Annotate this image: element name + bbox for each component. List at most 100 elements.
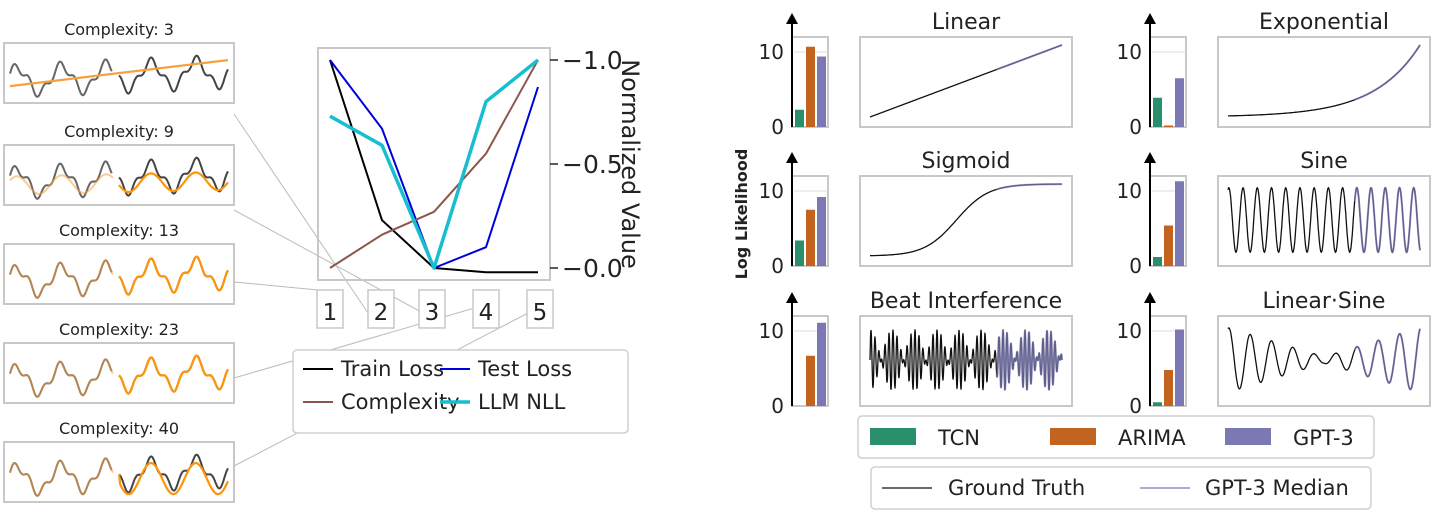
fit-line [117,461,229,496]
center-legend-frame [292,349,629,434]
legend-label: Ground Truth [948,476,1085,500]
line-panel-frame [1217,36,1431,128]
ground-truth-line [118,453,229,494]
category-box-frame [526,289,554,329]
ll-panel-sine: 0 10 Sine [1117,149,1431,278]
gpt3-median-line [995,329,1063,391]
y-axis-label: Log Likelihood [732,149,751,280]
bar-legend: TCN ARIMA GPT-3 [857,415,1375,459]
y-tick-label: −0.5 [562,150,623,179]
y-tick-label: 0 [771,394,784,418]
complexity-panel-title: Complexity: 13 [59,221,179,240]
bar-arima [1164,125,1173,127]
connector-line [233,281,319,291]
line-legend: Ground Truth GPT-3 Median [870,466,1372,510]
category-box-3: 3 [418,289,446,329]
panel-title: Sine [1300,149,1348,174]
bar-arima [1164,370,1173,406]
bar-gpt3 [817,56,826,127]
bar-arima [806,46,815,127]
y-tick-label: 10 [759,319,784,343]
gpt3-median-line [996,44,1063,71]
legend-swatch [1050,428,1096,445]
series-line-train-loss [329,59,538,274]
category-label: 2 [374,300,389,326]
panel-title: Exponential [1259,10,1389,35]
connector-line [233,113,369,314]
category-box-frame [367,289,395,329]
arrow-icon [1144,152,1156,163]
y-axis-label: Normalized Value [616,59,644,269]
complexity-panel-title: Complexity: 3 [64,20,174,39]
legend-label: GPT-3 [1293,426,1354,450]
y-tick-label: 0 [771,115,784,139]
ll-panel-linear-sine: 0 10 Linear·Sine [1117,289,1431,418]
gpt3-median-line [1353,186,1421,254]
ll-panel-exponential: 0 10 Exponential [1117,10,1431,139]
category-label: 4 [479,300,494,326]
line-legend-frame [870,466,1372,510]
bar-tcn [795,109,804,127]
panel-title: Linear [932,10,1001,35]
series-line-test-loss [329,59,539,269]
center-legend: Train Loss Test Loss Complexity LLM NLL [292,349,629,434]
bar-tcn [1153,97,1162,127]
legend-label: Test Loss [477,357,572,381]
arrow-icon [1144,13,1156,24]
complexity-panels: Complexity: 3 Complexity: 9 Complexity: 13… [3,20,235,503]
y-tick-label: 10 [1117,319,1142,343]
complexity-panel-3: Complexity: 13 [3,221,235,305]
category-box-frame [418,289,446,329]
legend-swatch [1225,428,1271,445]
log-likelihood-grid: Log Likelihood 0 10 Linear 0 10 Exponential 0 10… [732,10,1431,418]
bar-gpt3 [1175,329,1184,406]
legend-label: Train Loss [340,357,444,381]
legend-label: LLM NLL [478,390,566,414]
bar-legend-frame [857,415,1375,459]
bar-arima [1164,225,1173,266]
complexity-panel-frame [3,342,235,404]
y-tick-label: 0 [771,254,784,278]
center-chart-frame [317,47,551,281]
y-tick-label: 10 [759,179,784,203]
arrow-icon [786,292,798,303]
panel-title: Sigmoid [921,149,1010,174]
ground-truth-line [869,188,997,257]
ground-truth-line [118,156,229,197]
complexity-panel-frame [3,144,235,206]
legend-label: TCN [937,426,980,450]
ground-truth-line [118,255,229,296]
ground-truth-line [9,58,113,98]
bar-gpt3 [817,197,826,266]
category-label: 3 [425,300,440,326]
ground-truth-line [1354,44,1421,101]
complexity-panel-1: Complexity: 3 [3,20,235,104]
legend-label: ARIMA [1118,426,1186,450]
ground-truth-line [9,160,113,200]
bar-tcn [1153,257,1162,266]
ll-panel-linear: 0 10 Linear [759,10,1073,139]
ground-truth-line [1227,186,1356,254]
line-panel-frame [1217,315,1431,407]
fit-line [9,59,229,88]
category-box-1: 1 [316,289,344,329]
y-tick-label: −0.0 [562,254,623,283]
ground-truth-line [869,329,998,391]
category-box-frame [472,289,500,329]
bar-gpt3 [1175,78,1184,127]
fit-line [9,358,114,398]
ll-panel-sigmoid: 0 10 Sigmoid [759,149,1073,278]
fit-line [118,255,229,296]
complexity-panel-2: Complexity: 9 [3,122,235,206]
fit-line [118,171,229,194]
category-box-4: 4 [472,289,500,329]
line-panel-frame [859,175,1073,267]
y-tick-label: −1.0 [562,46,623,75]
line-panel-frame [859,315,1073,407]
complexity-panel-title: Complexity: 23 [59,320,179,339]
complexity-panel-frame [3,42,235,104]
bar-arima [806,355,815,406]
bar-tcn [795,240,804,266]
